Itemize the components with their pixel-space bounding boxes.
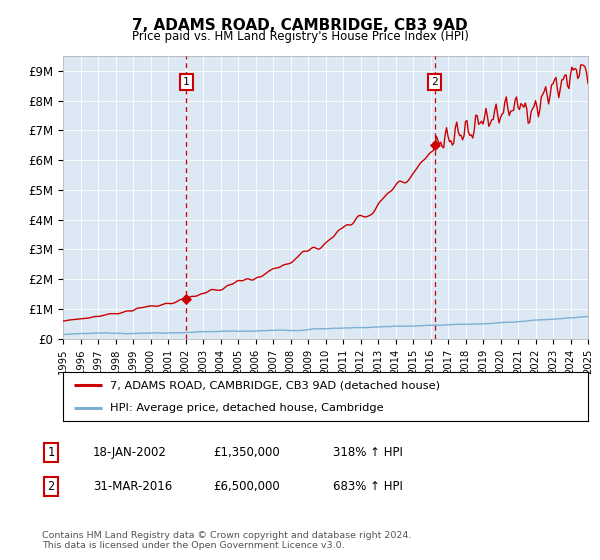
- Text: This data is licensed under the Open Government Licence v3.0.: This data is licensed under the Open Gov…: [42, 542, 344, 550]
- Text: Price paid vs. HM Land Registry's House Price Index (HPI): Price paid vs. HM Land Registry's House …: [131, 30, 469, 43]
- Text: 7, ADAMS ROAD, CAMBRIDGE, CB3 9AD: 7, ADAMS ROAD, CAMBRIDGE, CB3 9AD: [132, 18, 468, 33]
- Text: 2: 2: [431, 77, 438, 87]
- Text: 318% ↑ HPI: 318% ↑ HPI: [333, 446, 403, 459]
- Text: 1: 1: [47, 446, 55, 459]
- Text: 2: 2: [47, 479, 55, 493]
- Text: 7, ADAMS ROAD, CAMBRIDGE, CB3 9AD (detached house): 7, ADAMS ROAD, CAMBRIDGE, CB3 9AD (detac…: [110, 380, 440, 390]
- Text: 18-JAN-2002: 18-JAN-2002: [93, 446, 167, 459]
- Text: £6,500,000: £6,500,000: [213, 479, 280, 493]
- Point: [430, 141, 440, 150]
- Text: £1,350,000: £1,350,000: [213, 446, 280, 459]
- Text: 1: 1: [183, 77, 190, 87]
- Text: Contains HM Land Registry data © Crown copyright and database right 2024.: Contains HM Land Registry data © Crown c…: [42, 531, 412, 540]
- Text: 683% ↑ HPI: 683% ↑ HPI: [333, 479, 403, 493]
- Text: HPI: Average price, detached house, Cambridge: HPI: Average price, detached house, Camb…: [110, 403, 384, 413]
- Point: [182, 294, 191, 303]
- Text: 31-MAR-2016: 31-MAR-2016: [93, 479, 172, 493]
